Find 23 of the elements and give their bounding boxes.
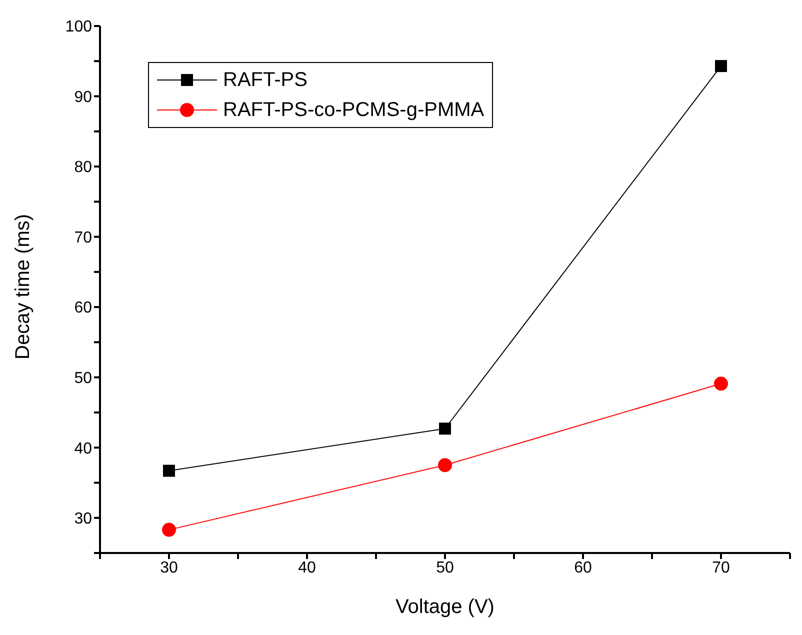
- point: [162, 522, 176, 537]
- y-tick-label: 60: [74, 300, 92, 317]
- legend-label: RAFT-PS: [223, 68, 308, 93]
- point: [714, 376, 728, 391]
- point: [163, 464, 175, 477]
- x-tick-label: 40: [298, 559, 316, 576]
- x-tick-label: 70: [712, 559, 730, 576]
- point: [439, 422, 451, 435]
- y-tick-label: 50: [74, 370, 92, 388]
- y-tick-label: 90: [74, 88, 92, 106]
- y-tick-label: 40: [74, 440, 92, 458]
- y-tick-label: 30: [74, 510, 92, 528]
- x-tick-label: 30: [160, 559, 178, 576]
- x-tick-label: 60: [574, 559, 592, 576]
- legend-label: RAFT-PS-co-PCMS-g-PMMA: [223, 98, 484, 123]
- point: [438, 458, 452, 472]
- y-tick-label: 100: [65, 18, 92, 36]
- y-tick-label: 70: [74, 229, 92, 246]
- y-tick-label: 80: [74, 159, 92, 176]
- x-axis-title: Voltage (V): [396, 596, 494, 618]
- point: [715, 60, 727, 72]
- y-axis-title: Decay time (ms): [12, 214, 34, 360]
- x-tick-label: 50: [436, 559, 454, 576]
